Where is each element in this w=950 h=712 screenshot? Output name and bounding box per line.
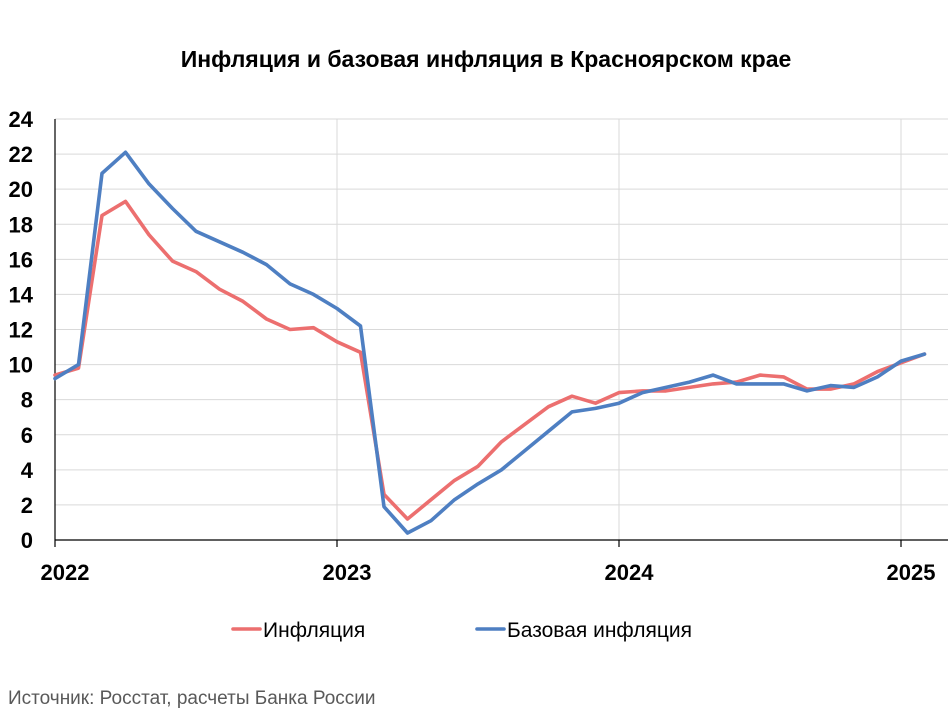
x-tick-label: 2025 — [887, 560, 936, 585]
y-tick-label: 4 — [21, 458, 34, 483]
y-tick-label: 6 — [21, 423, 33, 448]
x-tick-label: 2023 — [323, 560, 372, 585]
x-tick-labels: 2022 2023 2024 2025 — [41, 560, 936, 585]
y-tick-label: 14 — [9, 282, 34, 307]
y-tick-label: 2 — [21, 493, 33, 518]
legend-label: Инфляция — [263, 619, 365, 642]
y-tick-label: 20 — [9, 177, 33, 202]
y-tick-label: 12 — [9, 318, 33, 343]
y-tick-label: 0 — [21, 528, 33, 553]
grid — [55, 118, 948, 540]
y-tick-label: 16 — [9, 247, 33, 272]
axes — [54, 119, 948, 547]
y-tick-label: 10 — [9, 353, 33, 378]
y-tick-label: 24 — [9, 107, 34, 132]
x-tick-label: 2022 — [41, 560, 90, 585]
x-tick-label: 2024 — [605, 560, 655, 585]
chart-title: Инфляция и базовая инфляция в Красноярск… — [181, 46, 792, 72]
legend: Инфляция Базовая инфляция — [231, 619, 692, 642]
y-tick-label: 22 — [9, 142, 33, 167]
legend-label: Базовая инфляция — [507, 619, 692, 642]
core-inflation-line — [53, 150, 927, 535]
y-tick-label: 18 — [9, 212, 33, 237]
y-tick-label: 8 — [21, 388, 33, 413]
source-note: Источник: Росстат, расчеты Банка России — [8, 688, 376, 709]
inflation-line — [53, 199, 927, 521]
series — [53, 150, 927, 535]
